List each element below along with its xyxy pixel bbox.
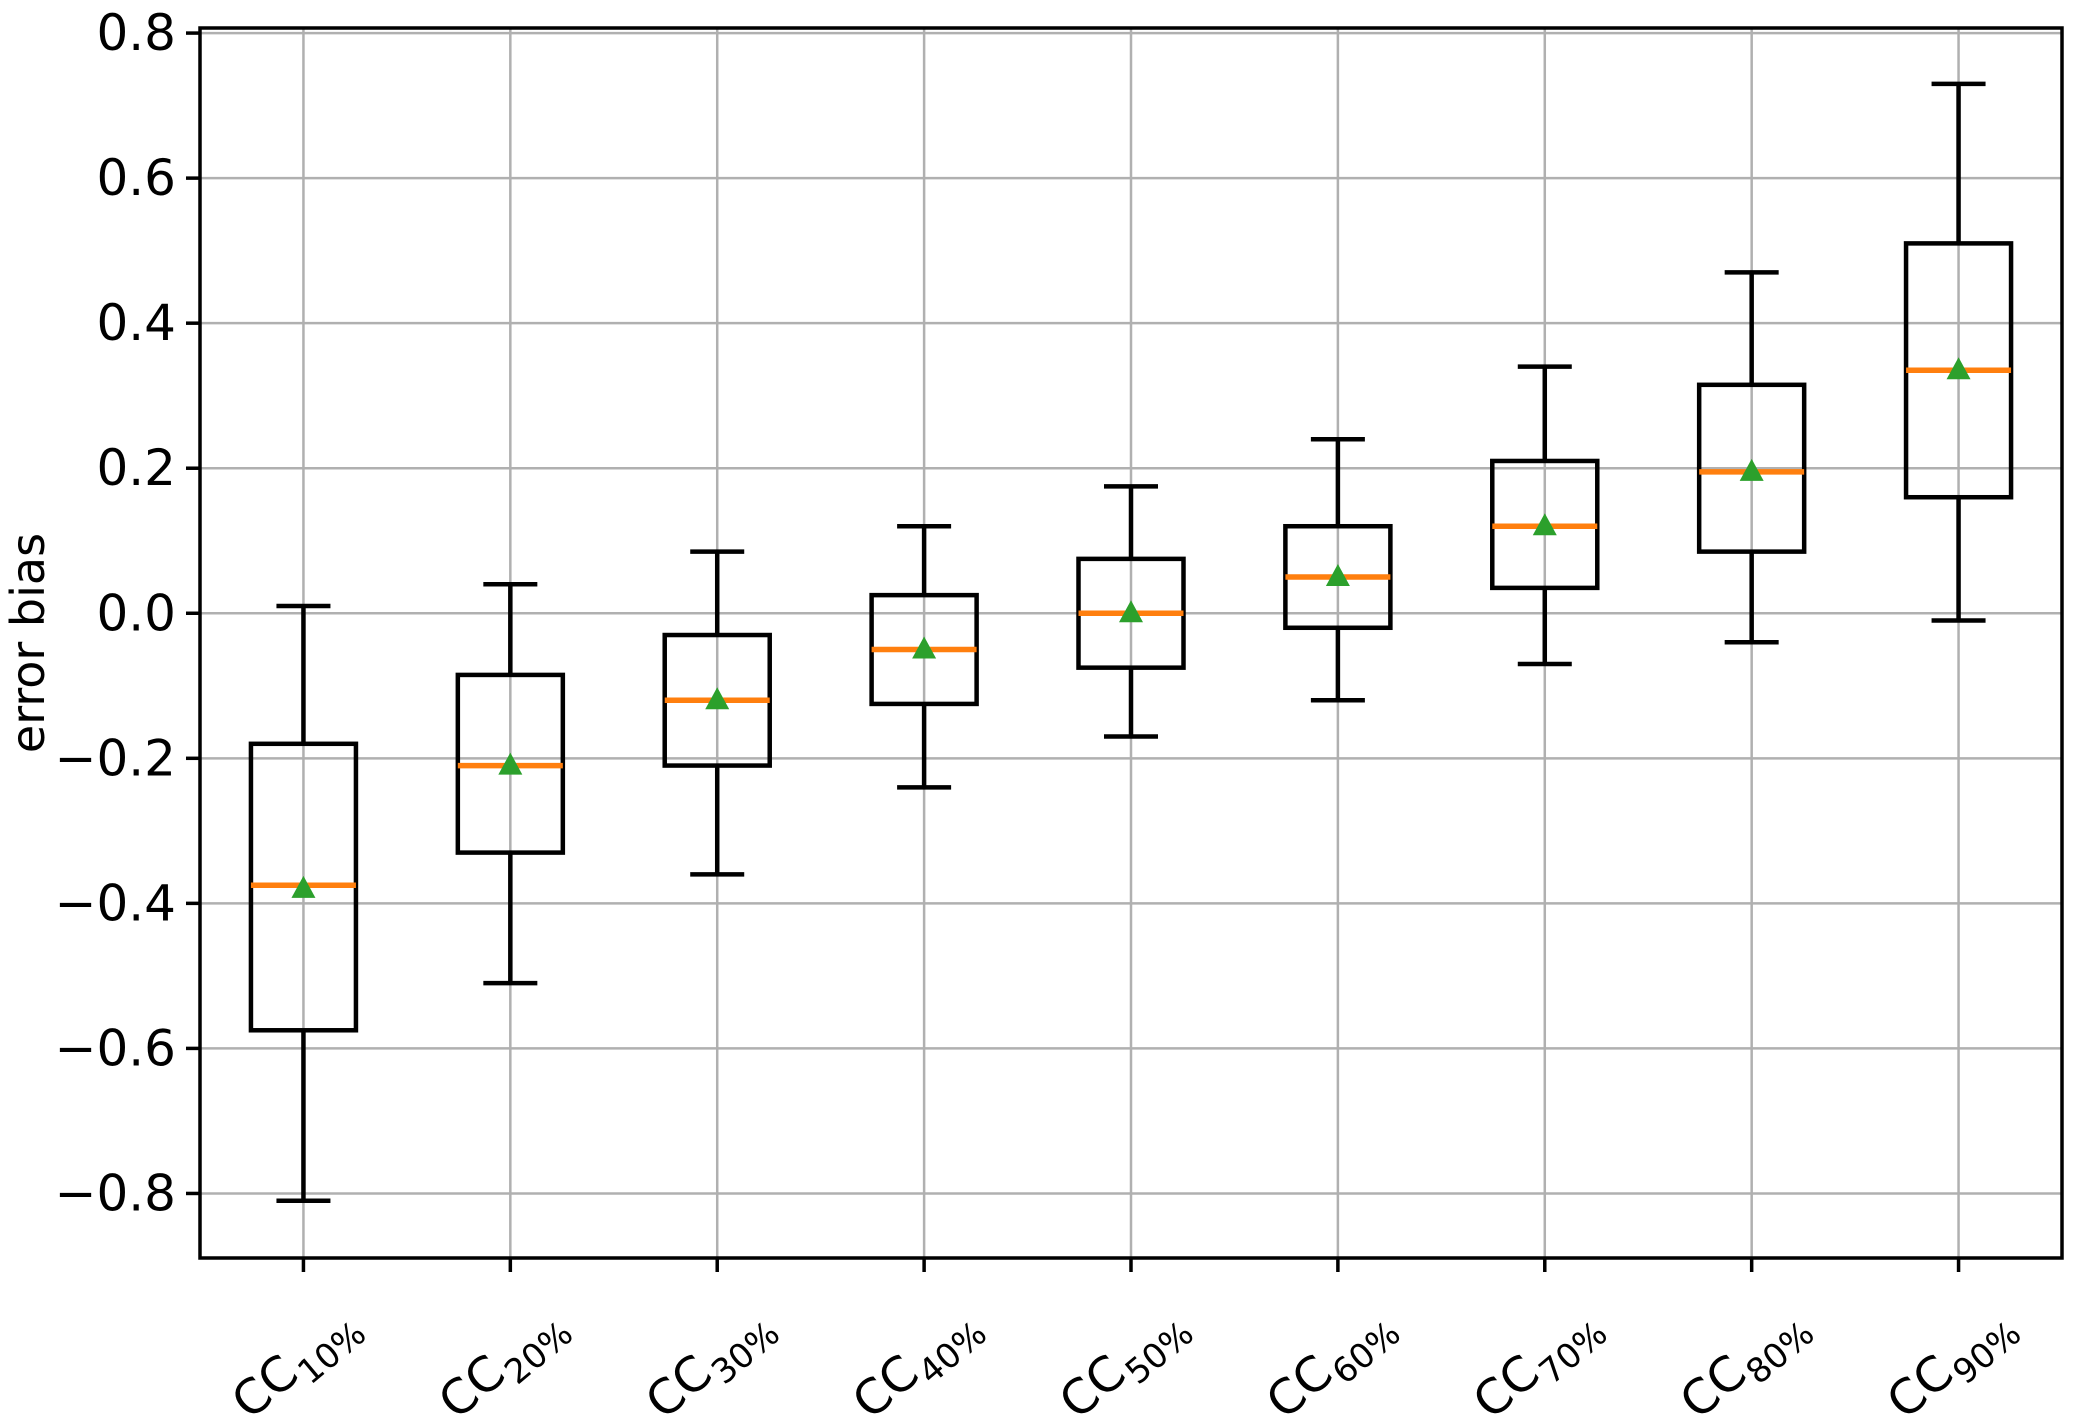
mean-marker (1532, 513, 1557, 536)
mean-marker (1739, 458, 1764, 481)
mean-marker (912, 636, 937, 659)
mean-marker (1946, 357, 1971, 380)
y-tick-label: −0.4 (55, 874, 176, 932)
y-tick-label: −0.2 (55, 729, 176, 787)
y-tick-label: 0.8 (96, 4, 176, 62)
y-tick-label: 0.0 (96, 584, 176, 642)
y-tick-label: 0.6 (96, 149, 176, 207)
mean-marker (291, 875, 316, 898)
mean-marker (705, 687, 730, 710)
mean-marker (498, 752, 523, 775)
y-tick-label: −0.6 (55, 1019, 176, 1077)
mean-marker (1119, 600, 1143, 623)
box-rect (1696, 382, 1807, 554)
y-tick-label: 0.4 (96, 294, 176, 352)
y-tick-label: 0.2 (96, 439, 176, 497)
mean-marker (1325, 564, 1350, 587)
y-axis-label: error bias (1, 533, 55, 753)
y-tick-label: −0.8 (55, 1164, 176, 1222)
